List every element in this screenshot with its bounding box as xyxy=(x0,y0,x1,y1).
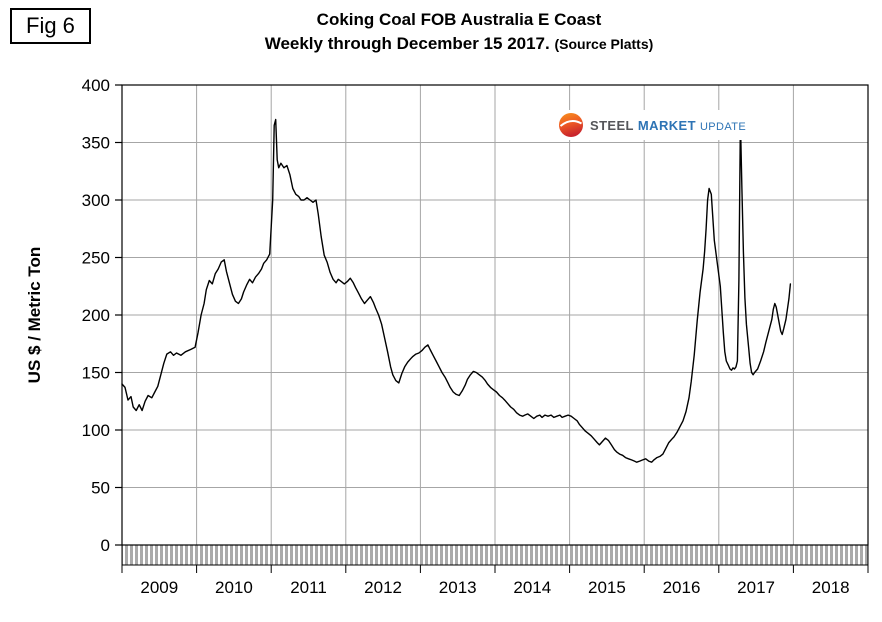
logo-word-steel: STEEL xyxy=(590,117,634,133)
gridlines xyxy=(122,85,868,545)
y-tick-label: 250 xyxy=(82,248,110,267)
chart-title: Coking Coal FOB Australia E Coast xyxy=(316,10,602,29)
x-tick-label: 2016 xyxy=(663,578,701,597)
y-tick-label: 50 xyxy=(91,478,110,497)
x-tick-label: 2012 xyxy=(364,578,402,597)
y-axis: 0 50 100 150 200 250 300 350 400 xyxy=(82,76,122,555)
chart-subtitle: Weekly through December 15 2017. xyxy=(264,34,550,53)
price-series-line xyxy=(121,118,792,463)
logo-globe-icon xyxy=(559,113,583,137)
x-tick-label: 2015 xyxy=(588,578,626,597)
y-axis-title: US $ / Metric Ton xyxy=(25,247,44,384)
y-tick-label: 100 xyxy=(82,421,110,440)
y-tick-label: 350 xyxy=(82,133,110,152)
x-tick-label: 2013 xyxy=(439,578,477,597)
x-tick-label: 2017 xyxy=(737,578,775,597)
y-tick-label: 200 xyxy=(82,306,110,325)
chart-source-note: (Source Platts) xyxy=(554,36,654,52)
logo-text: STEEL MARKET UPDATE xyxy=(590,118,746,133)
figure-label: Fig 6 xyxy=(10,8,91,45)
chart-subtitle-line: Weekly through December 15 2017. (Source… xyxy=(36,34,882,54)
x-tick-label: 2014 xyxy=(513,578,551,597)
x-tick-label: 2018 xyxy=(812,578,850,597)
x-axis-hatch-band xyxy=(121,544,869,566)
chart-title-block: Coking Coal FOB Australia E Coast Weekly… xyxy=(36,10,882,54)
y-tick-label: 400 xyxy=(82,76,110,95)
logo-word-update: UPDATE xyxy=(699,120,747,133)
y-tick-label: 0 xyxy=(101,536,110,555)
logo-word-market: MARKET xyxy=(637,117,696,133)
y-tick-label: 150 xyxy=(82,363,110,382)
steel-market-update-logo: STEEL MARKET UPDATE xyxy=(552,110,753,140)
x-axis: 2009 2010 2011 2012 2013 2014 2015 2016 2017 2018 xyxy=(121,565,869,597)
x-tick-label: 2009 xyxy=(140,578,178,597)
x-tick-label: 2010 xyxy=(215,578,253,597)
y-tick-label: 300 xyxy=(82,191,110,210)
x-tick-label: 2011 xyxy=(290,578,327,597)
